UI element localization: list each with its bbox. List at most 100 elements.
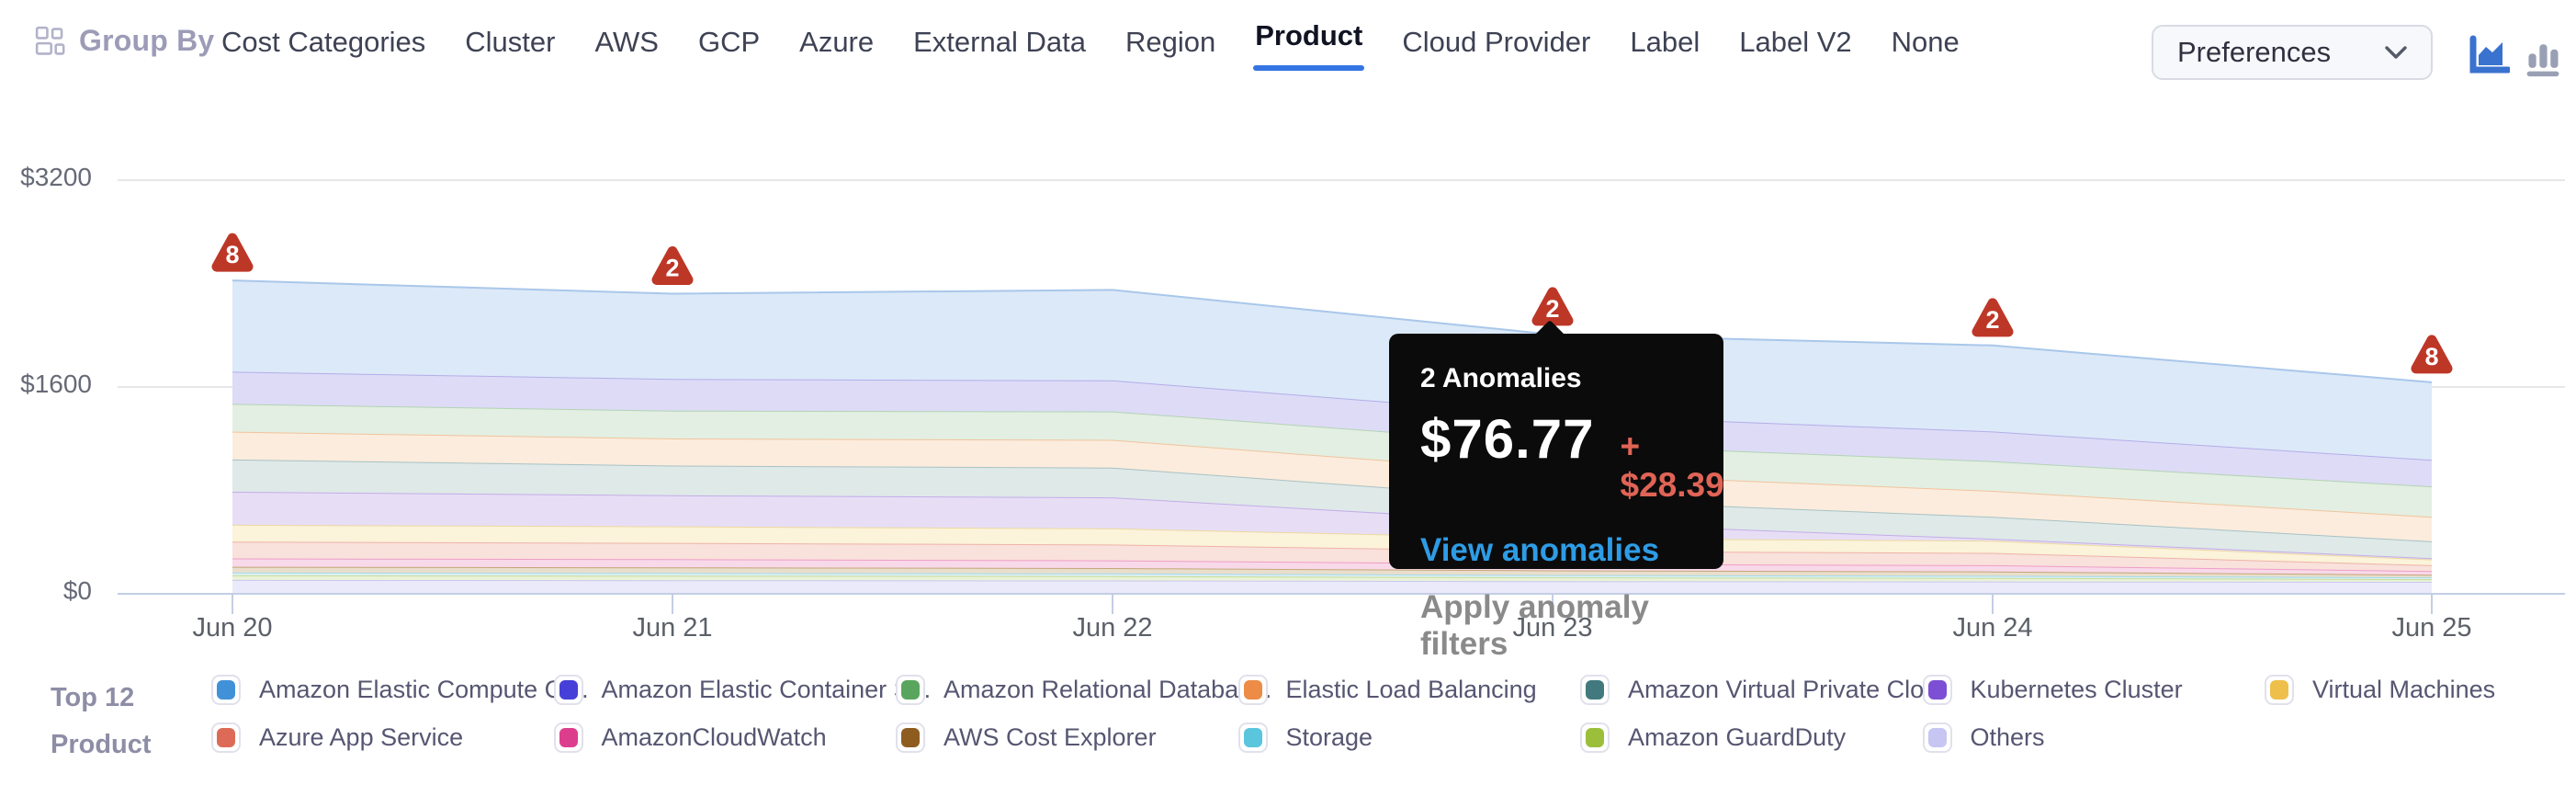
tab-gcp[interactable]: GCP (697, 26, 761, 58)
anomaly-count: 8 (225, 241, 239, 268)
tab-region[interactable]: Region (1124, 26, 1216, 58)
area-band[interactable] (232, 541, 2432, 572)
y-axis-tick-label: $0 (62, 576, 92, 605)
anomaly-tooltip: 2 Anomalies $76.77 + $28.39 View anomali… (1389, 320, 1724, 662)
apply-anomaly-filters-link[interactable]: Apply anomaly filters (1420, 589, 1649, 662)
tab-product[interactable]: Product (1253, 16, 1365, 71)
legend-swatch (553, 674, 583, 705)
legend-swatch (896, 674, 925, 705)
legend-item[interactable]: Elastic Load Balancing (1237, 668, 1537, 711)
area-band-edge (232, 403, 2433, 488)
x-axis-tick (1992, 594, 1994, 614)
area-band[interactable] (232, 371, 2432, 487)
tooltip-title: 2 Anomalies (1420, 363, 1582, 393)
legend-label: Kubernetes Cluster (1970, 675, 2183, 703)
area-band-edge (232, 574, 2433, 581)
group-by-label: Group By (79, 24, 215, 57)
chart-view-toggle (2466, 33, 2563, 77)
legend-swatch (1922, 722, 1952, 753)
anomaly-marker[interactable]: 8 (2411, 335, 2453, 374)
tab-label-v2[interactable]: Label V2 (1739, 26, 1852, 58)
tooltip-caret (1534, 320, 1565, 351)
legend-item[interactable]: Storage (1237, 716, 1373, 758)
legend-item[interactable]: AmazonCloudWatch (553, 716, 827, 758)
legend-swatch (1580, 674, 1610, 705)
anomaly-triangle-icon (1972, 298, 2014, 337)
area-band[interactable] (232, 579, 2432, 593)
x-axis-tick-label: Jun 21 (632, 613, 713, 643)
area-band[interactable] (232, 558, 2432, 575)
area-band[interactable] (232, 566, 2432, 578)
legend-swatch (1237, 722, 1268, 753)
legend-item[interactable]: Amazon Relational Databas... (896, 668, 1271, 711)
area-band-edge (232, 578, 2433, 583)
view-anomalies-link[interactable]: View anomalies (1420, 532, 1660, 568)
area-band-edge (232, 279, 2433, 383)
tab-cost-categories[interactable]: Cost Categories (221, 26, 426, 58)
area-band[interactable] (232, 492, 2432, 560)
x-axis-tick-label: Jun 25 (2391, 613, 2472, 643)
area-band[interactable] (232, 572, 2432, 580)
legend-item[interactable]: Amazon Elastic Compute Cl... (211, 668, 589, 711)
anomaly-marker[interactable]: 2 (1972, 298, 2014, 337)
area-band[interactable] (232, 575, 2432, 582)
area-band-edge (232, 370, 2433, 461)
legend-item[interactable]: Others (1922, 716, 2045, 758)
x-axis-tick (1552, 594, 1554, 614)
tab-cloud-provider[interactable]: Cloud Provider (1402, 26, 1591, 58)
preferences-dropdown[interactable]: Preferences (2152, 25, 2433, 80)
legend-item[interactable]: Amazon Elastic Container S... (553, 668, 932, 711)
preferences-label: Preferences (2177, 36, 2332, 68)
legend-group-title-line1: Top 12 (51, 683, 135, 712)
area-band[interactable] (232, 524, 2432, 565)
group-by: Group By (35, 24, 214, 58)
grid-layout-icon (35, 26, 65, 55)
legend-item[interactable]: Amazon Virtual Private Cloud (1580, 668, 1951, 711)
tab-aws[interactable]: AWS (594, 26, 659, 58)
legend-item[interactable]: AWS Cost Explorer (896, 716, 1157, 758)
y-axis-tick-label: $1600 (20, 370, 92, 398)
area-band-edge (232, 458, 2433, 542)
legend-item[interactable]: Virtual Machines (2265, 668, 2495, 711)
legend-swatch (2265, 674, 2294, 705)
legend-item[interactable]: Kubernetes Cluster (1922, 668, 2183, 711)
area-band-edge (232, 557, 2433, 573)
x-axis-tick (2431, 594, 2433, 614)
legend-item[interactable]: Azure App Service (211, 716, 463, 758)
legend-label: Others (1970, 722, 2045, 751)
y-axis-tick-label: $3200 (20, 163, 92, 191)
area-band-edge (232, 571, 2433, 579)
x-axis-line (118, 593, 2565, 595)
area-chart-icon[interactable] (2466, 33, 2510, 77)
area-band-edge (232, 491, 2433, 560)
x-axis-tick-label: Jun 23 (1512, 613, 1593, 643)
legend-label: Amazon Relational Databas... (943, 675, 1272, 703)
legend-swatch (211, 722, 241, 753)
anomaly-count: 2 (1545, 295, 1559, 323)
anomaly-marker[interactable]: 2 (1531, 287, 1574, 326)
tab-azure[interactable]: Azure (799, 26, 875, 58)
legend-swatch (1237, 674, 1268, 705)
anomaly-marker[interactable]: 8 (211, 233, 254, 272)
anomaly-marker[interactable]: 2 (651, 245, 694, 285)
tab-external-data[interactable]: External Data (913, 26, 1086, 58)
chevron-down-icon (2385, 45, 2407, 59)
anomaly-triangle-icon (1531, 287, 1574, 326)
header: Group By Cost Categories Cluster AWS GCP Azu… (0, 0, 2576, 92)
area-band[interactable] (232, 459, 2432, 559)
legend-label: Amazon Elastic Container S... (601, 675, 932, 703)
area-band[interactable] (232, 404, 2432, 518)
tab-label[interactable]: Label (1630, 26, 1700, 58)
tab-none[interactable]: None (1891, 26, 1960, 58)
area-band[interactable] (232, 280, 2432, 461)
legend-label: Amazon GuardDuty (1628, 722, 1847, 751)
area-band-edge (232, 523, 2433, 561)
area-band[interactable] (232, 431, 2432, 541)
legend-swatch (211, 674, 241, 705)
x-axis-tick (232, 594, 233, 614)
bar-chart-icon[interactable] (2523, 37, 2563, 77)
tab-cluster[interactable]: Cluster (465, 26, 556, 58)
legend-item[interactable]: Amazon GuardDuty (1580, 716, 1846, 758)
anomaly-triangle-icon (651, 245, 694, 285)
